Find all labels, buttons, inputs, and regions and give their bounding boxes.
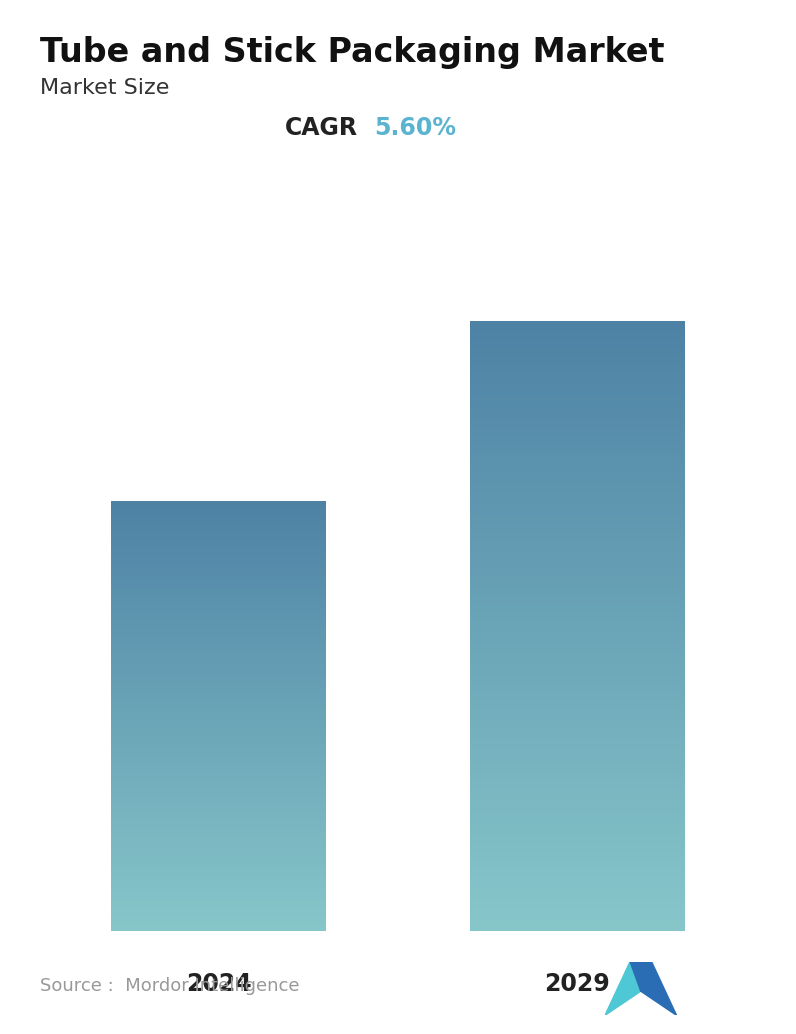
Text: CAGR: CAGR (285, 116, 358, 140)
Text: Tube and Stick Packaging Market: Tube and Stick Packaging Market (40, 36, 665, 69)
Text: Market Size: Market Size (40, 78, 170, 97)
Text: Source :  Mordor Intelligence: Source : Mordor Intelligence (40, 977, 299, 995)
Text: 2029: 2029 (544, 972, 610, 996)
Text: 5.60%: 5.60% (374, 116, 456, 140)
Text: 2024: 2024 (186, 972, 252, 996)
Polygon shape (605, 962, 641, 1015)
Polygon shape (641, 962, 677, 1015)
Polygon shape (630, 962, 652, 992)
